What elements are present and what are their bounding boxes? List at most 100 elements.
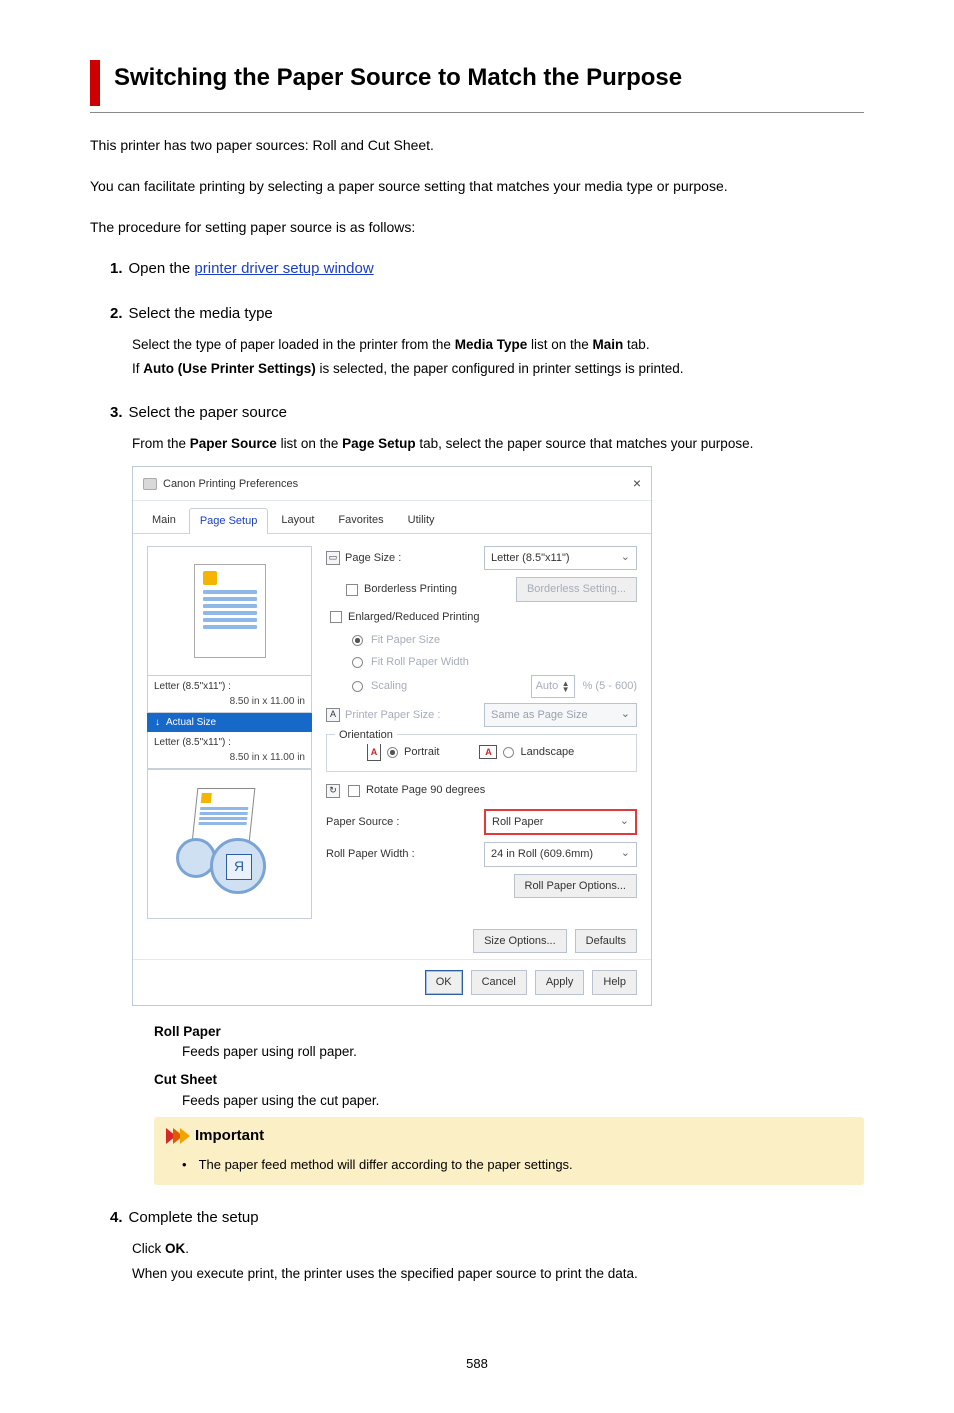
preview-letter-label-2: Letter (8.5"x11") :: [154, 735, 305, 750]
important-box: Important The paper feed method will dif…: [154, 1117, 864, 1185]
preview-letter-dim: 8.50 in x 11.00 in: [154, 694, 305, 709]
step-4-title: Complete the setup: [129, 1207, 259, 1230]
printer-size-combo[interactable]: Same as Page Size: [484, 703, 637, 728]
step-3-title: Select the paper source: [129, 402, 287, 425]
dialog-titlebar: Canon Printing Preferences ×: [133, 467, 651, 501]
orientation-group: Orientation A Portrait A: [326, 734, 637, 772]
page-number: 588: [90, 1354, 864, 1374]
step-2-p1d: Main: [593, 337, 624, 352]
close-icon[interactable]: ×: [633, 473, 641, 494]
tab-page-setup[interactable]: Page Setup: [189, 508, 269, 534]
paper-source-label: Paper Source :: [326, 814, 399, 831]
step-1-title: Open the printer driver setup window: [129, 258, 374, 281]
printer-size-icon: A: [326, 708, 340, 722]
tab-layout[interactable]: Layout: [270, 507, 325, 533]
step-2-p2: If Auto (Use Printer Settings) is select…: [132, 359, 864, 379]
tab-utility[interactable]: Utility: [397, 507, 446, 533]
preview-caption-2: Letter (8.5"x11") : 8.50 in x 11.00 in: [147, 732, 312, 769]
fit-roll-label: Fit Roll Paper Width: [371, 654, 469, 671]
help-button[interactable]: Help: [592, 970, 637, 995]
scaling-radio[interactable]: [352, 681, 363, 692]
scaling-range: % (5 - 600): [583, 678, 637, 695]
scaling-label: Scaling: [371, 678, 407, 695]
fit-roll-radio[interactable]: [352, 657, 363, 668]
fit-paper-label: Fit Paper Size: [371, 632, 440, 649]
step-3-p1b: Paper Source: [190, 436, 277, 451]
bullet-dot: [182, 1155, 193, 1175]
actual-size-pill: Actual Size: [147, 713, 312, 732]
preview-caption-1: Letter (8.5"x11") : 8.50 in x 11.00 in: [147, 676, 312, 713]
dialog-title: Canon Printing Preferences: [163, 476, 298, 493]
enlarged-checkbox[interactable]: [330, 611, 342, 623]
step-2-p1: Select the type of paper loaded in the p…: [132, 335, 864, 355]
size-options-button[interactable]: Size Options...: [473, 929, 567, 954]
roll-paper-options-button[interactable]: Roll Paper Options...: [514, 874, 638, 899]
title-underline: [90, 112, 864, 113]
step-4-num: 4.: [110, 1207, 123, 1230]
page-size-icon: ▭: [326, 551, 340, 565]
step-3-num: 3.: [110, 402, 123, 425]
landscape-icon: A: [479, 745, 497, 759]
step-3-p1a: From the: [132, 436, 190, 451]
portrait-radio[interactable]: [387, 747, 398, 758]
step-2-p1b: Media Type: [455, 337, 528, 352]
step-1-num: 1.: [110, 258, 123, 281]
scaling-value: Auto: [536, 678, 559, 695]
page-preview: [147, 546, 312, 676]
rotate-checkbox[interactable]: [348, 785, 360, 797]
ok-button[interactable]: OK: [425, 970, 463, 995]
def-cut-body: Feeds paper using the cut paper.: [154, 1091, 864, 1111]
tab-favorites[interactable]: Favorites: [327, 507, 394, 533]
step-4-p1a: Click: [132, 1241, 165, 1256]
paper-source-combo[interactable]: Roll Paper: [484, 809, 637, 836]
scaling-spinner[interactable]: Auto▲▼: [531, 675, 575, 698]
preview-letter-label: Letter (8.5"x11") :: [154, 679, 305, 694]
fit-paper-radio[interactable]: [352, 635, 363, 646]
step-3-p1: From the Paper Source list on the Page S…: [132, 434, 864, 454]
enlarged-label: Enlarged/Reduced Printing: [348, 609, 479, 626]
step-2-p1a: Select the type of paper loaded in the p…: [132, 337, 455, 352]
step-3-p1e: tab, select the paper source that matche…: [416, 436, 754, 451]
intro-line-1: This printer has two paper sources: Roll…: [90, 135, 864, 156]
dialog-tabs: Main Page Setup Layout Favorites Utility: [133, 501, 651, 534]
step-2-p2a: If: [132, 361, 143, 376]
page-title: Switching the Paper Source to Match the …: [114, 60, 864, 106]
defaults-button[interactable]: Defaults: [575, 929, 637, 954]
def-roll-body: Feeds paper using roll paper.: [154, 1042, 864, 1062]
landscape-label: Landscape: [520, 744, 574, 761]
driver-setup-link[interactable]: printer driver setup window: [194, 260, 373, 277]
step-2-p2c: is selected, the paper configured in pri…: [316, 361, 684, 376]
step-2-p1c: list on the: [527, 337, 592, 352]
step-3-p1d: Page Setup: [342, 436, 416, 451]
step-3-p1c: list on the: [277, 436, 342, 451]
def-cut-term: Cut Sheet: [154, 1070, 864, 1090]
cancel-button[interactable]: Cancel: [471, 970, 527, 995]
important-arrows-icon: [166, 1128, 187, 1144]
roll-width-combo[interactable]: 24 in Roll (609.6mm): [484, 842, 637, 867]
rotate-label: Rotate Page 90 degrees: [366, 782, 485, 799]
printer-size-label: Printer Paper Size :: [345, 707, 440, 724]
step-2-num: 2.: [110, 303, 123, 326]
landscape-radio[interactable]: [503, 747, 514, 758]
step-4-p1c: .: [185, 1241, 189, 1256]
important-bullet: The paper feed method will differ accord…: [199, 1155, 573, 1175]
borderless-label: Borderless Printing: [364, 581, 457, 598]
rotate-icon: ↻: [326, 784, 340, 798]
lead-text: The procedure for setting paper source i…: [90, 217, 864, 238]
print-preferences-dialog: Canon Printing Preferences × Main Page S…: [132, 466, 652, 1006]
important-label: Important: [195, 1125, 264, 1148]
step-4-p1b: OK: [165, 1241, 185, 1256]
orientation-legend: Orientation: [335, 727, 397, 744]
page-size-combo[interactable]: Letter (8.5"x11"): [484, 546, 637, 571]
tab-main[interactable]: Main: [141, 507, 187, 533]
borderless-setting-button[interactable]: Borderless Setting...: [516, 577, 637, 602]
apply-button[interactable]: Apply: [535, 970, 585, 995]
app-icon: [143, 478, 157, 490]
step-4-p2: When you execute print, the printer uses…: [132, 1264, 864, 1284]
borderless-checkbox[interactable]: [346, 584, 358, 596]
intro-line-2: You can facilitate printing by selecting…: [90, 176, 864, 197]
portrait-label: Portrait: [404, 744, 439, 761]
step-1-prefix: Open the: [129, 260, 195, 277]
def-roll-term: Roll Paper: [154, 1022, 864, 1042]
preview-letter-dim-2: 8.50 in x 11.00 in: [154, 750, 305, 765]
